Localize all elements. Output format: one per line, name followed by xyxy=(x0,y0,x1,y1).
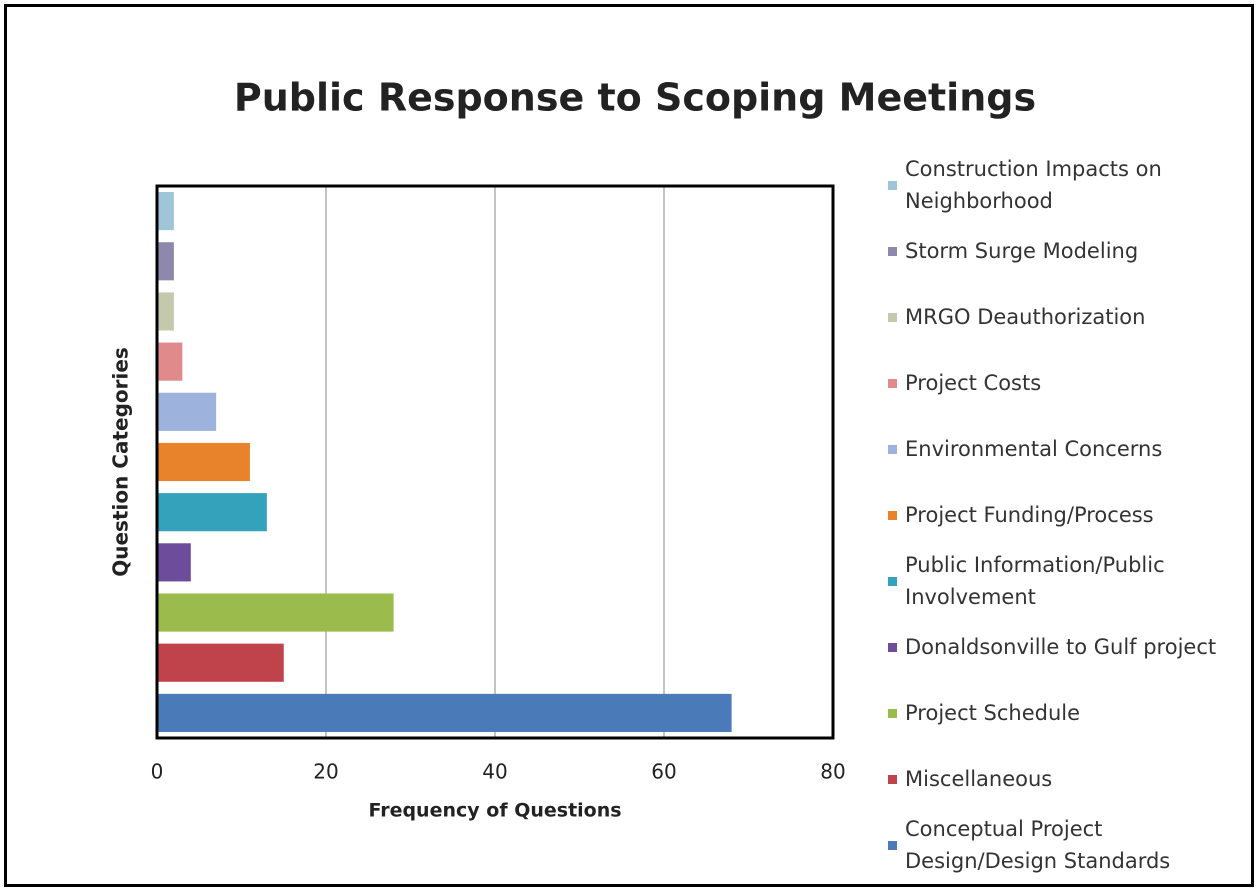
x-tick-label: 0 xyxy=(151,760,164,784)
legend-item: Public Information/Public Involvement xyxy=(888,548,1238,614)
legend-label: Environmental Concerns xyxy=(905,437,1163,461)
plot-border xyxy=(155,184,835,740)
legend-swatch xyxy=(888,774,897,784)
legend: Construction Impacts on Neighborhood Stor… xyxy=(888,152,1238,878)
bar xyxy=(157,543,191,582)
x-tick-label: 40 xyxy=(482,760,507,784)
legend-item: Environmental Concerns xyxy=(888,416,1238,482)
bar xyxy=(157,493,267,532)
x-tick-label: 20 xyxy=(313,760,338,784)
x-tick-label: 60 xyxy=(651,760,676,784)
bar xyxy=(157,242,174,281)
legend-swatch xyxy=(888,576,897,586)
bar xyxy=(157,192,174,231)
legend-item: MRGO Deauthorization xyxy=(888,284,1238,350)
legend-item: Project Schedule xyxy=(888,680,1238,746)
legend-swatch xyxy=(888,180,897,190)
legend-label: Construction Impacts on Neighborhood xyxy=(905,157,1162,213)
frame xyxy=(4,4,1254,887)
legend-label: Project Costs xyxy=(905,371,1042,395)
legend-item: Storm Surge Modeling xyxy=(888,218,1238,284)
bar xyxy=(157,442,250,482)
bar xyxy=(157,593,394,632)
legend-swatch xyxy=(888,312,897,322)
legend-label: Project Schedule xyxy=(905,701,1081,725)
legend-swatch xyxy=(888,378,897,388)
x-tick-label: 80 xyxy=(820,760,845,784)
chart-title: Public Response to Scoping Meetings xyxy=(234,76,1036,120)
legend-label: Miscellaneous xyxy=(905,767,1053,791)
legend-label: Public Information/Public Involvement xyxy=(905,553,1165,609)
legend-swatch xyxy=(888,708,897,718)
legend-swatch xyxy=(888,642,897,652)
legend-item: Project Costs xyxy=(888,350,1238,416)
legend-label: Storm Surge Modeling xyxy=(905,239,1139,263)
legend-swatch xyxy=(888,510,897,520)
bar xyxy=(157,643,284,682)
y-axis-label: Question Categories xyxy=(109,347,133,577)
legend-swatch xyxy=(888,840,897,850)
legend-label: Donaldsonville to Gulf project xyxy=(905,635,1217,659)
legend-label: Project Funding/Process xyxy=(905,503,1154,527)
legend-swatch xyxy=(888,444,897,454)
bar xyxy=(157,292,174,331)
bar xyxy=(157,693,732,732)
legend-item: Project Funding/Process xyxy=(888,482,1238,548)
legend-item: Donaldsonville to Gulf project xyxy=(888,614,1238,680)
bar xyxy=(157,392,217,431)
legend-item: Conceptual Project Design/Design Standar… xyxy=(888,812,1238,878)
legend-item: Construction Impacts on Neighborhood xyxy=(888,152,1238,218)
legend-swatch xyxy=(888,246,897,256)
x-axis-label: Frequency of Questions xyxy=(368,800,621,822)
legend-item: Miscellaneous xyxy=(888,746,1238,812)
legend-label: MRGO Deauthorization xyxy=(905,305,1146,329)
bar xyxy=(157,342,183,381)
legend-label: Conceptual Project Design/Design Standar… xyxy=(905,817,1171,873)
